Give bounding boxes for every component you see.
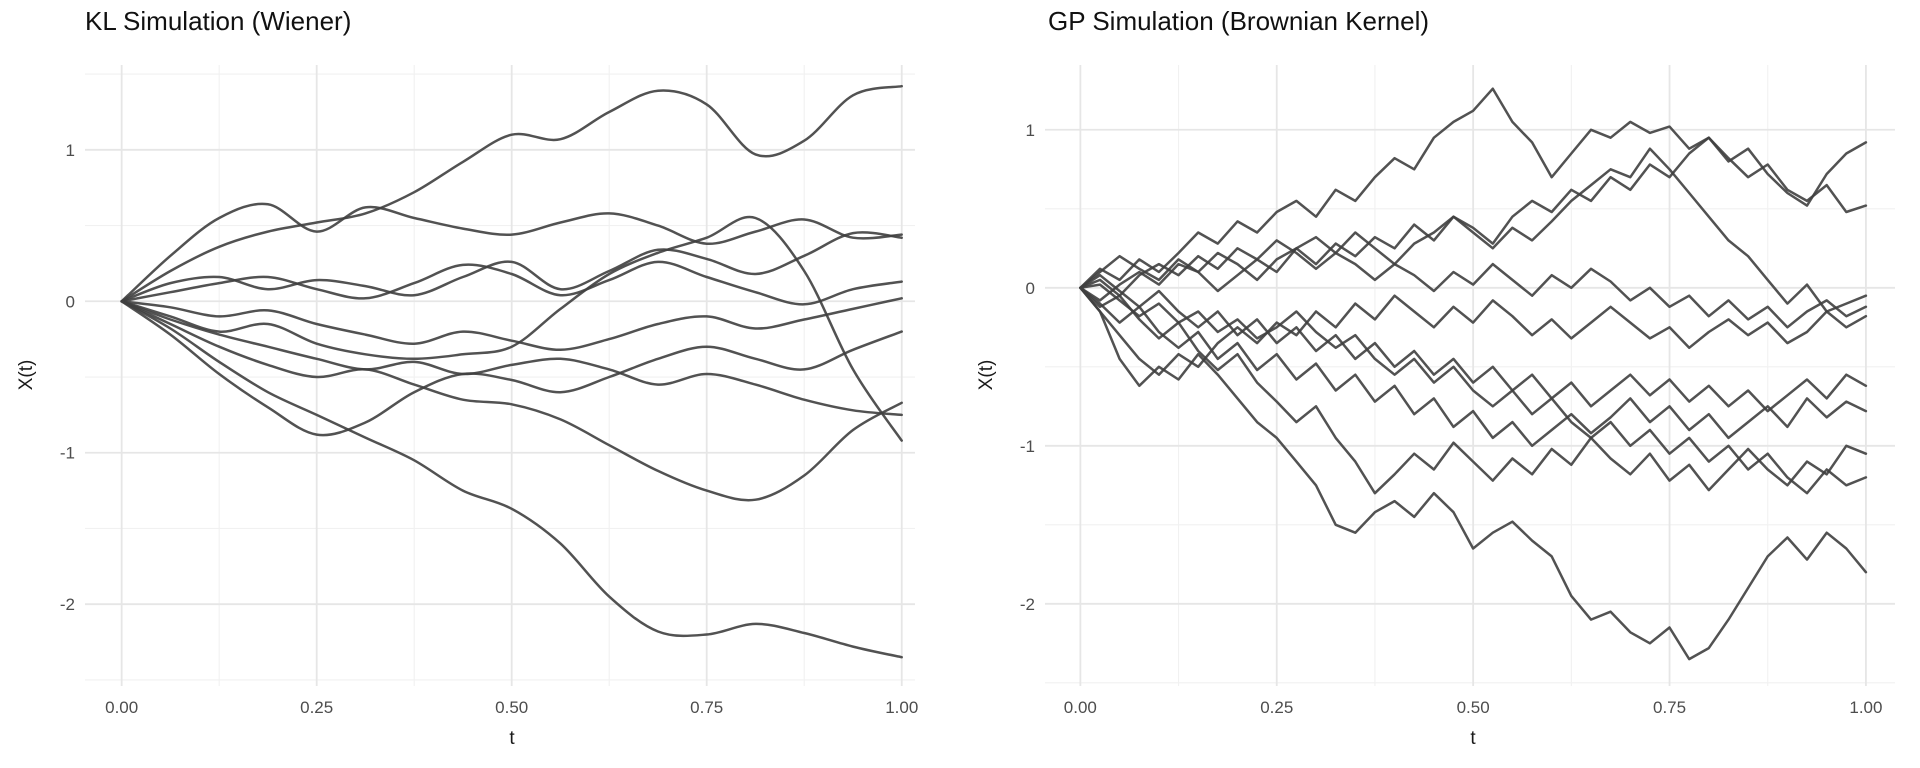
series-path-kl-path-1 [120,84,903,303]
x-tick-label: 1.00 [1849,698,1882,717]
panel-kl-simulation: 0.00 0.25 0.50 0.75 1.00 1 0 -1 -2 KL Simulation… [16,6,918,749]
series-path-gp-path-2 [1079,136,1868,302]
x-tick-label: 0.75 [1653,698,1686,717]
series-path-gp-path-7 [1079,286,1868,448]
series-path-kl-path-4 [120,215,903,442]
y-axis-title-gp: X(t) [976,359,997,391]
x-tick-label: 0.50 [1457,698,1490,717]
series-path-gp-path-8 [1079,286,1868,495]
panel-title-gp: GP Simulation (Brownian Kernel) [1048,6,1430,36]
y-tick-label: 1 [66,141,75,160]
series-path-kl-path-7 [120,300,903,502]
y-tick-label: 1 [1026,121,1035,140]
x-tick-label: 0.00 [105,698,138,717]
y-tick-label: -2 [1020,595,1035,614]
x-tick-label: 0.25 [300,698,333,717]
series-path-kl-path-9 [120,300,903,659]
x-axis-title-gp: t [1470,728,1476,749]
y-tick-label: -1 [60,444,75,463]
x-tick-label: 0.00 [1064,698,1097,717]
gp-plot-svg: 0.00 0.25 0.50 0.75 1.00 1 0 -1 -2 [1020,65,1895,717]
series-path-kl-path-10 [120,300,903,437]
series-path-kl-path-5 [120,260,903,306]
y-tick-label: -2 [60,595,75,614]
series-path-gp-path-3 [1079,147,1868,313]
series-path-gp-path-9 [1079,283,1868,495]
x-tick-label: 0.50 [495,698,528,717]
series-path-gp-path-4 [1079,239,1868,329]
x-tick-label: 1.00 [885,698,918,717]
series-path-gp-path-6 [1079,273,1868,413]
x-tick-label: 0.25 [1260,698,1293,717]
y-tick-label: -1 [1020,437,1035,456]
x-axis-title-kl: t [509,728,515,749]
y-axis-title-kl: X(t) [16,359,37,391]
series-path-gp-path-1 [1079,87,1868,290]
series-path-gp-path-10 [1079,286,1868,661]
panel-title-kl: KL Simulation (Wiener) [85,6,352,36]
series-path-kl-path-6 [120,297,903,352]
series-path-kl-path-3 [120,231,903,303]
series-path-kl-path-8 [120,300,903,417]
x-tick-label: 0.75 [690,698,723,717]
y-tick-label: 0 [1026,279,1035,298]
kl-plot-svg: 0.00 0.25 0.50 0.75 1.00 1 0 -1 -2 [60,65,918,717]
panel-gp-simulation: 0.00 0.25 0.50 0.75 1.00 1 0 -1 -2 GP Simulation… [960,0,1920,768]
y-tick-label: 0 [66,292,75,311]
